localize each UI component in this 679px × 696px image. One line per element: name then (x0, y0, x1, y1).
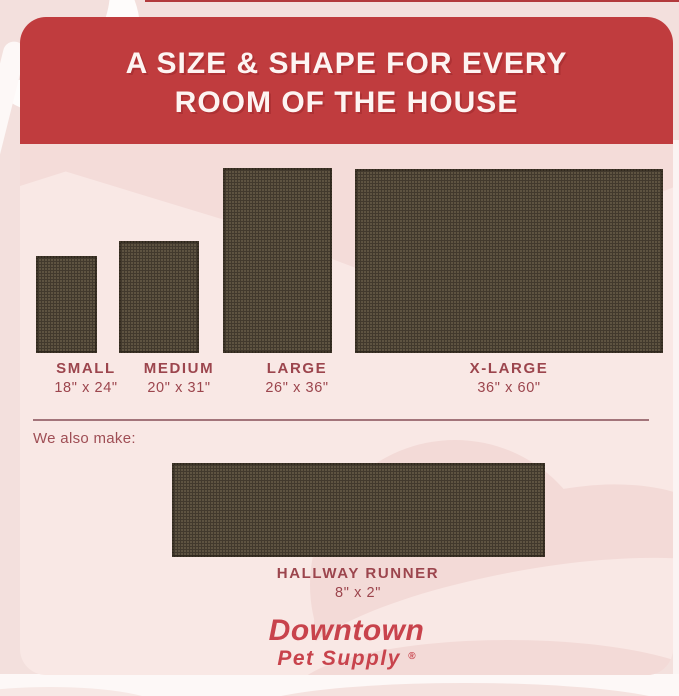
size-dimensions: 26" x 36" (265, 380, 329, 396)
section-divider (33, 419, 649, 421)
size-dimensions: 8" x 2" (335, 585, 381, 601)
size-label-large: LARGE 26" x 36" (207, 360, 387, 396)
size-label-hallway-runner: HALLWAY RUNNER 8" x 2" (258, 565, 458, 601)
brand-subtitle: Pet Supply ® (20, 648, 673, 669)
registered-mark-icon: ® (408, 651, 416, 662)
size-label-small: SMALL 18" x 24" (20, 360, 156, 396)
mat-sample-large (223, 168, 332, 353)
mat-sample-xlarge (355, 169, 663, 353)
brand-subtitle-text: Pet Supply (277, 647, 401, 670)
brand-name: Downtown (268, 614, 425, 647)
size-name: HALLWAY RUNNER (276, 565, 440, 582)
size-name: X-LARGE (469, 360, 549, 377)
size-name: SMALL (56, 360, 116, 377)
size-label-medium: MEDIUM 20" x 31" (109, 360, 249, 396)
size-name: LARGE (266, 360, 328, 377)
decorative-swirl (250, 683, 679, 696)
mat-sample-small (36, 256, 97, 353)
infographic-card: A SIZE & SHAPE FOR EVERY ROOM OF THE HOU… (20, 17, 673, 675)
size-label-xlarge: X-LARGE 36" x 60" (419, 360, 599, 396)
size-name: MEDIUM (143, 360, 215, 377)
size-dimensions: 20" x 31" (147, 380, 211, 396)
size-dimensions: 36" x 60" (477, 380, 541, 396)
size-dimensions: 18" x 24" (54, 380, 118, 396)
header-title-line2: ROOM OF THE HOUSE (174, 86, 519, 119)
brand-logo: Downtown Pet Supply ® (20, 614, 673, 670)
decorative-swirl (0, 687, 160, 696)
header-title-line1: A SIZE & SHAPE FOR EVERY (125, 47, 568, 80)
mat-sample-medium (119, 241, 199, 353)
also-make-label: We also make: (33, 430, 136, 447)
decorative-background (673, 140, 679, 680)
top-edge-accent (145, 0, 679, 2)
header-banner: A SIZE & SHAPE FOR EVERY ROOM OF THE HOU… (20, 17, 673, 144)
mat-sample-hallway-runner (172, 463, 545, 557)
